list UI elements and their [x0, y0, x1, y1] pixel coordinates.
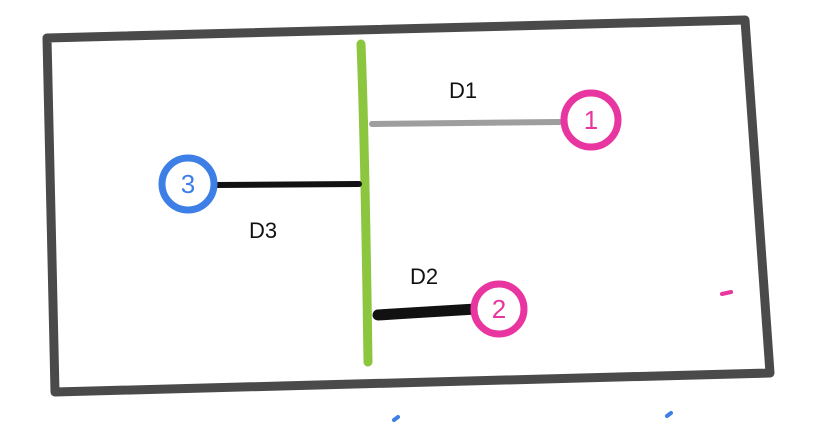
node-1-circle	[560, 89, 622, 151]
node-3-circle	[158, 154, 218, 214]
node-1: 1	[560, 89, 622, 151]
connector-d2	[372, 303, 482, 321]
node-2-circle	[470, 280, 528, 338]
node-2: 2	[470, 280, 528, 338]
label-d3: D3	[249, 218, 277, 243]
outer-frame	[42, 15, 775, 397]
connector-d3	[213, 181, 362, 188]
node-3-number: 3	[181, 169, 195, 199]
stray-mark-blue-right	[665, 411, 673, 418]
node-2-number: 2	[492, 294, 506, 324]
label-d2: D2	[410, 264, 438, 289]
connector-d1	[369, 119, 563, 127]
node-1-number: 1	[584, 105, 598, 135]
stray-mark-blue-left	[392, 415, 400, 422]
node-3: 3	[158, 154, 218, 214]
stray-mark-pink	[720, 290, 733, 296]
vertical-divider	[356, 39, 373, 367]
label-d1: D1	[449, 78, 477, 103]
